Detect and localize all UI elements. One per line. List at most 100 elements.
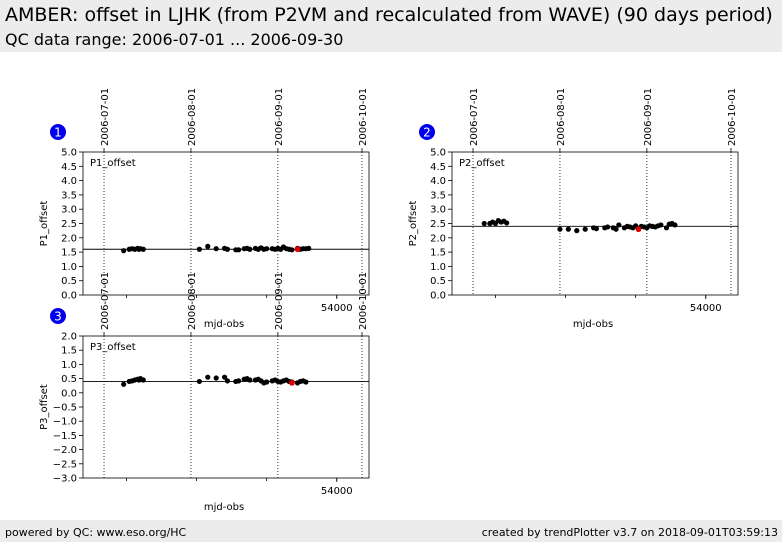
date-tick-label: 2006-07-01 — [100, 272, 111, 330]
date-tick-label: 2006-08-01 — [187, 88, 198, 146]
y-tick-label: −1.0 — [53, 417, 77, 428]
y-tick-label: 1.0 — [430, 262, 446, 273]
data-point — [504, 220, 510, 226]
y-tick-label: 3.5 — [61, 190, 77, 201]
x-tick-label: 54000 — [690, 303, 722, 314]
data-point — [289, 247, 295, 253]
data-point — [205, 243, 211, 249]
panel-badge-number: 1 — [54, 126, 62, 140]
y-tick-label: 3.0 — [61, 205, 77, 216]
panel-badge-circle — [419, 124, 435, 140]
data-point — [613, 226, 619, 232]
x-axis-label: mjd-obs — [204, 319, 244, 330]
y-axis-label: P2_offset — [408, 201, 419, 247]
y-tick-label: 0.5 — [61, 374, 77, 385]
y-tick-label: 4.5 — [61, 162, 77, 173]
y-tick-label: 3.5 — [430, 190, 446, 201]
data-point — [565, 226, 571, 232]
data-point — [574, 228, 580, 234]
x-tick-label: 54000 — [321, 486, 353, 497]
data-point — [247, 246, 253, 252]
date-tick-label: 2006-07-01 — [100, 88, 111, 146]
panel-badge-number: 3 — [54, 310, 62, 324]
panel-badge-number: 2 — [423, 126, 431, 140]
plot-frame — [82, 151, 370, 296]
y-tick-label: 1.0 — [61, 360, 77, 371]
date-tick-label: 2006-07-01 — [469, 88, 480, 146]
data-point — [236, 247, 242, 253]
y-tick-label: 5.0 — [61, 148, 77, 159]
chart-panel-2: 2006-07-01 2006-08-01 2006-09-01 2006-10-01… — [408, 88, 739, 330]
x-axis-label: mjd-obs — [204, 502, 244, 513]
date-tick-label: 2006-09-01 — [274, 88, 285, 146]
y-tick-label: 0.0 — [61, 388, 77, 399]
date-tick-label: 2006-10-01 — [358, 88, 369, 146]
y-tick-label: 3.0 — [430, 205, 446, 216]
y-tick-label: 1.0 — [61, 262, 77, 273]
data-point — [121, 381, 127, 387]
y-axis-label: P3_offset — [39, 384, 50, 430]
panel-badge-circle — [50, 308, 66, 324]
y-tick-label: 2.5 — [430, 219, 446, 230]
y-tick-label: 2.0 — [61, 332, 77, 343]
y-tick-label: −1.5 — [53, 431, 77, 442]
data-point — [213, 246, 219, 252]
data-point — [582, 226, 588, 232]
date-tick-label: 2006-08-01 — [187, 272, 198, 330]
y-tick-label: 1.5 — [61, 248, 77, 259]
panel-label: P2_offset — [459, 158, 505, 169]
plot-frame — [82, 335, 370, 479]
data-point — [663, 225, 670, 231]
report-title: AMBER: offset in LJHK (from P2VM and rec… — [5, 4, 773, 26]
data-point — [593, 226, 600, 232]
y-tick-label: 0.5 — [61, 276, 77, 287]
date-tick-label: 2006-09-01 — [274, 272, 285, 330]
panel-label: P3_offset — [90, 342, 136, 353]
y-tick-label: 0.0 — [61, 291, 77, 302]
data-point — [196, 378, 202, 385]
data-point — [672, 222, 678, 228]
footer-powered-by: powered by QC: www.eso.org/HC — [5, 526, 187, 539]
y-tick-label: 1.5 — [430, 248, 446, 259]
data-point — [224, 378, 231, 384]
y-tick-label: 0.0 — [430, 291, 446, 302]
y-tick-label: 2.0 — [430, 233, 446, 244]
data-point — [247, 377, 253, 383]
x-tick-label: 54000 — [321, 303, 353, 314]
highlighted-data-point — [288, 379, 295, 386]
data-point — [221, 374, 228, 380]
y-tick-label: 2.5 — [61, 219, 77, 230]
y-tick-label: −3.0 — [53, 474, 77, 485]
data-point — [481, 220, 487, 227]
data-point — [557, 226, 563, 232]
y-tick-label: 1.5 — [61, 346, 77, 357]
chart-panel-1: 2006-07-01 2006-08-01 2006-09-01 2006-10-01… — [39, 88, 370, 330]
data-point — [303, 379, 309, 385]
panel-label: P1_offset — [90, 158, 136, 169]
qc-data-range: QC data range: 2006-07-01 ... 2006-09-30 — [5, 30, 344, 49]
date-tick-label: 2006-10-01 — [358, 272, 369, 330]
data-point — [264, 379, 270, 385]
panel-badge-circle — [50, 124, 66, 140]
report-header: AMBER: offset in LJHK (from P2VM and rec… — [0, 0, 782, 52]
y-tick-label: 4.0 — [61, 176, 77, 187]
highlighted-data-point — [294, 246, 301, 253]
y-tick-label: −2.5 — [53, 459, 77, 470]
data-point — [658, 222, 664, 228]
highlighted-data-point — [635, 226, 642, 233]
y-tick-label: 5.0 — [430, 148, 446, 159]
data-point — [196, 246, 202, 252]
y-tick-label: 0.5 — [430, 276, 446, 287]
chart-panel-3: 2006-07-01 2006-08-01 2006-09-01 2006-10-01… — [39, 272, 370, 513]
data-point — [140, 246, 146, 252]
data-point — [213, 375, 219, 381]
date-tick-label: 2006-10-01 — [727, 88, 738, 146]
x-axis-label: mjd-obs — [573, 319, 613, 330]
y-tick-label: 4.5 — [430, 162, 446, 173]
y-axis-label: P1_offset — [39, 201, 50, 247]
data-point — [236, 378, 242, 384]
data-point — [121, 248, 127, 254]
footer-created-by: created by trendPlotter v3.7 on 2018-09-… — [481, 526, 778, 539]
report-footer: powered by QC: www.eso.org/HC created by… — [0, 520, 782, 542]
